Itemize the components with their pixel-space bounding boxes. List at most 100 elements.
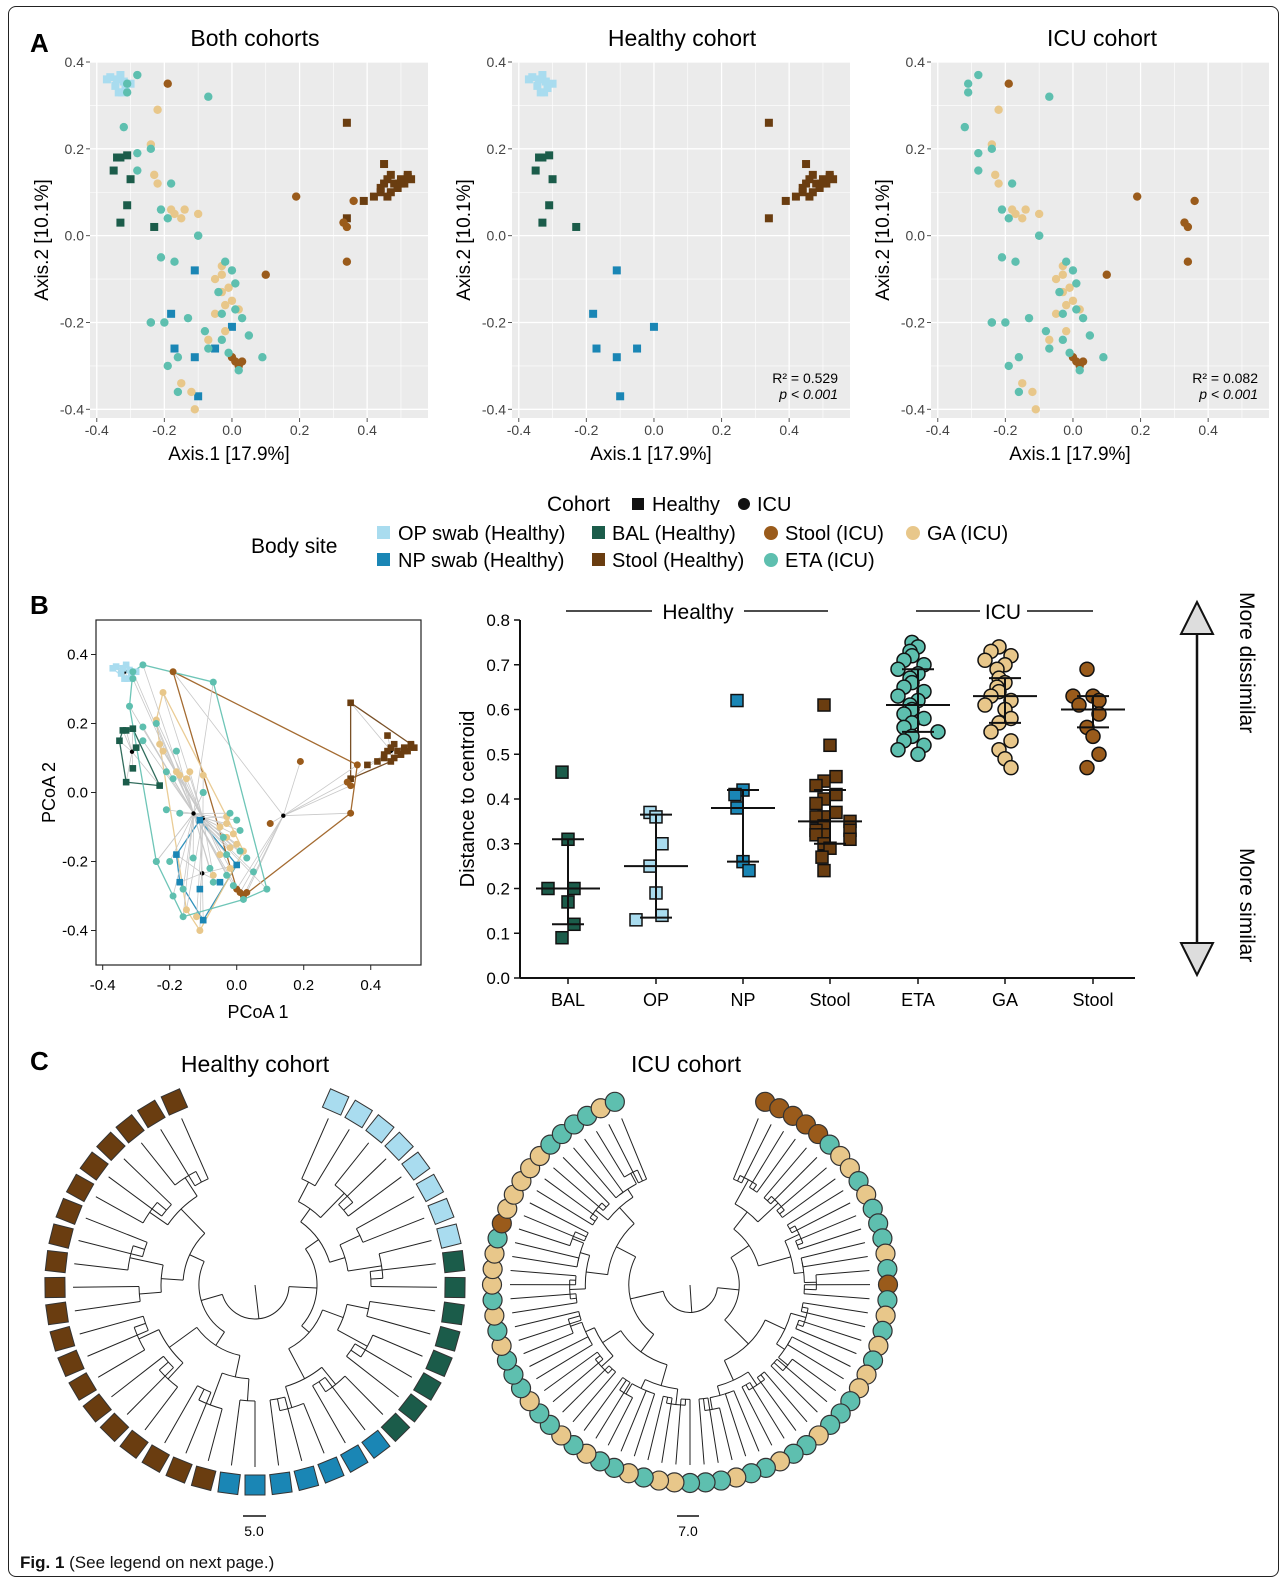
distance-point-icu	[1003, 733, 1019, 749]
x-tick-label: 0.2	[290, 422, 310, 438]
x-tick-label: GA	[992, 990, 1018, 1010]
tree-branch	[300, 1208, 311, 1223]
spider-line	[193, 792, 204, 814]
tree-branch	[804, 1293, 870, 1300]
tree-branch	[776, 1343, 785, 1350]
spider-line	[179, 872, 203, 883]
spider-line	[283, 812, 351, 817]
distance-point-healthy	[728, 787, 742, 802]
tree-branch	[747, 1371, 758, 1386]
tree-branch	[633, 1393, 656, 1457]
pcoa-point-healthy	[384, 747, 391, 755]
tree-branch	[378, 1240, 432, 1255]
point-healthy	[113, 75, 122, 84]
tree-branch	[553, 1167, 604, 1211]
tree-branch	[356, 1196, 415, 1230]
y-tick-label: 0.0	[65, 228, 85, 244]
tree-tip-square	[441, 1249, 466, 1274]
pcoa-point-icu	[129, 675, 137, 683]
tree-branch	[792, 1358, 837, 1392]
point-icu	[258, 353, 267, 362]
point-icu	[153, 179, 162, 188]
pcoa-point-healthy	[112, 663, 120, 670]
point-icu	[200, 326, 210, 336]
point-healthy	[369, 192, 378, 201]
point-icu	[163, 79, 172, 88]
point-healthy	[616, 392, 625, 401]
point-icu	[1102, 270, 1111, 279]
tree-branch	[665, 1397, 669, 1404]
tree-branch	[661, 1397, 673, 1463]
point-healthy	[815, 183, 824, 192]
y-tick-label: 0.2	[486, 880, 510, 899]
point-icu	[146, 318, 156, 327]
x-tick-label: -0.2	[574, 422, 598, 438]
tree-arc	[628, 1256, 655, 1335]
tree-branch	[518, 1228, 571, 1247]
point-healthy	[812, 179, 821, 188]
pcoa-point-icu	[169, 775, 177, 783]
tree-branch	[717, 1287, 740, 1291]
pcoa-y-tick-label: -0.4	[62, 923, 88, 940]
tree-tip-square	[425, 1349, 453, 1378]
plot-background	[931, 62, 1269, 418]
tree-branch	[346, 1303, 369, 1310]
tree-branch	[370, 1285, 437, 1288]
x-axis-label: Axis.1 [17.9%]	[590, 444, 711, 465]
tree-branch	[209, 1372, 223, 1406]
distance-point-icu	[977, 697, 993, 713]
distance-point-healthy	[815, 850, 829, 864]
spider-line	[201, 873, 204, 921]
pcoa-point-icu	[223, 871, 231, 879]
point-icu	[173, 353, 183, 362]
tree-tip-square	[217, 1471, 241, 1496]
point-icu	[1014, 353, 1024, 362]
tree-arc	[620, 1330, 668, 1366]
point-healthy	[589, 309, 598, 318]
distance-point-healthy	[730, 693, 744, 708]
tree-tip-square	[339, 1444, 369, 1473]
tree-branch	[73, 1285, 140, 1288]
pcoa-point-healthy	[216, 878, 224, 886]
pcoa-x-tick-label: -0.2	[157, 977, 183, 994]
point-icu	[160, 318, 169, 327]
tree-branch	[552, 1358, 604, 1403]
distance-point-icu	[977, 652, 993, 669]
x-tick-label: Stool	[809, 990, 850, 1010]
tree-branch	[322, 1309, 344, 1319]
tree-branch	[314, 1129, 350, 1187]
tree-branch	[303, 1403, 325, 1454]
panel-label-a: A	[30, 28, 49, 58]
tree-arc	[776, 1210, 783, 1218]
point-icu	[190, 405, 199, 414]
point-healthy	[190, 353, 199, 362]
tree-branch	[630, 1290, 664, 1300]
tree-branch	[87, 1329, 149, 1357]
tree-tip-square	[141, 1444, 171, 1473]
tree-branch	[297, 1181, 309, 1202]
tree-tip-square	[436, 1223, 462, 1249]
tree-branch	[637, 1169, 643, 1182]
x-tick-label: BAL	[551, 990, 585, 1010]
distance-point-icu	[983, 724, 999, 740]
pcoa-point-icu	[189, 854, 197, 862]
point-icu	[1062, 300, 1071, 310]
tree-branch	[201, 1293, 223, 1301]
tree-branch	[159, 1361, 169, 1371]
x-axis-label: Axis.1 [17.9%]	[168, 444, 289, 465]
distance-point-healthy	[629, 913, 643, 927]
tree-branch	[543, 1351, 598, 1392]
tree-branch	[284, 1396, 303, 1462]
point-icu	[150, 170, 159, 180]
tree-branch	[570, 1297, 577, 1300]
point-healthy	[116, 71, 125, 80]
tree-branch	[570, 1321, 583, 1327]
x-tick-label: -0.4	[85, 422, 109, 438]
figure-frame	[8, 6, 1279, 1577]
tree-branch	[575, 1231, 587, 1238]
x-tick-label: 0.4	[779, 422, 799, 438]
tree-arc	[638, 1178, 647, 1184]
point-icu	[974, 148, 983, 158]
pcoa-point-icu	[266, 820, 274, 828]
point-healthy	[808, 188, 817, 197]
